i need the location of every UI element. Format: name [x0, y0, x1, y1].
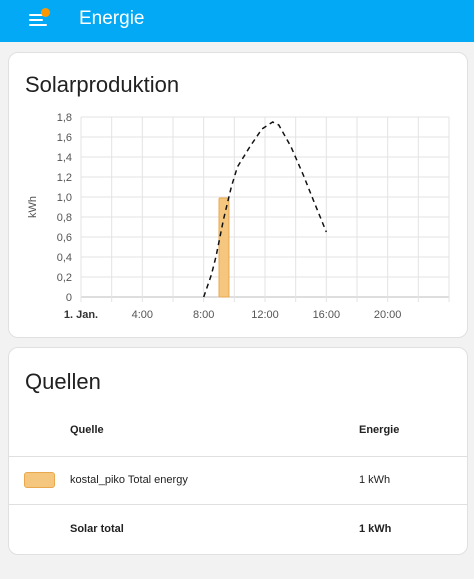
- y-tick-label: 1,6: [57, 132, 72, 144]
- column-header-source: Quelle: [70, 424, 104, 436]
- y-tick-label: 0,4: [57, 252, 72, 264]
- x-tick-label: 8:00: [193, 309, 214, 321]
- y-tick-label: 1,2: [57, 172, 72, 184]
- sources-card: Quellen Quelle Energie kostal_piko Total…: [8, 347, 468, 555]
- divider: [9, 456, 467, 457]
- production-bar: [218, 197, 230, 298]
- solar-production-card: Solarproduktion 0 0,2 0,4 0,6 0,8 1,0 1,2 1,4 1,…: [8, 52, 468, 338]
- solar-total-value: 1 kWh: [359, 523, 392, 535]
- x-tick-label: 16:00: [313, 309, 341, 321]
- y-tick-label: 0,2: [57, 272, 72, 284]
- forecast-line: [202, 121, 327, 298]
- y-tick-label: 1,8: [57, 112, 72, 124]
- divider: [9, 504, 467, 505]
- source-energy-value: 1 kWh: [359, 474, 391, 486]
- source-name: kostal_piko Total energy: [70, 474, 188, 486]
- solar-card-title: Solarproduktion: [25, 72, 180, 97]
- notification-badge: [41, 8, 50, 17]
- app-header: Energie: [0, 0, 474, 42]
- source-color-swatch: [24, 472, 55, 488]
- x-tick-label: 4:00: [132, 309, 153, 321]
- y-tick-label: 0,6: [57, 232, 72, 244]
- column-header-energy: Energie: [359, 424, 400, 436]
- menu-icon: [29, 14, 47, 16]
- y-tick-label: 1,4: [57, 152, 72, 164]
- page-title: Energie: [79, 8, 145, 29]
- y-tick-label: 0: [66, 292, 72, 304]
- menu-button[interactable]: [27, 8, 53, 34]
- y-tick-label: 0,8: [57, 212, 72, 224]
- y-tick-label: 1,0: [57, 192, 72, 204]
- solar-production-chart: 0 0,2 0,4 0,6 0,8 1,0 1,2 1,4 1,6 1,8 1. Jan. 4:00 8…: [27, 112, 450, 321]
- x-tick-label: 1. Jan.: [64, 309, 98, 321]
- sources-card-title: Quellen: [25, 369, 101, 394]
- x-tick-label: 20:00: [374, 309, 402, 321]
- x-tick-label: 12:00: [251, 309, 279, 321]
- solar-total-label: Solar total: [70, 523, 124, 535]
- y-axis-label: kWh: [27, 196, 39, 218]
